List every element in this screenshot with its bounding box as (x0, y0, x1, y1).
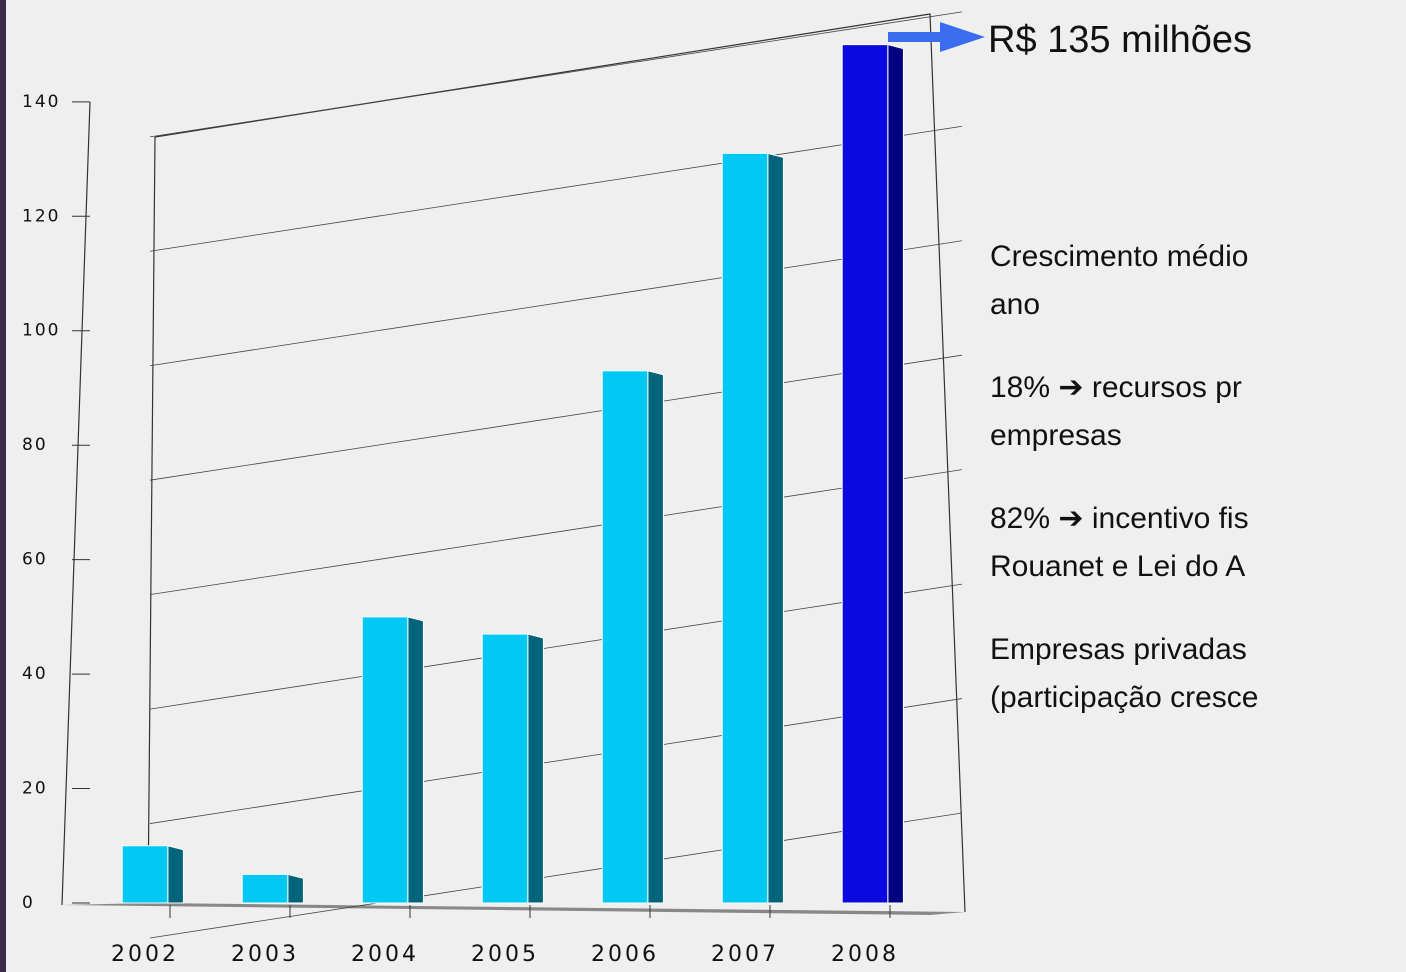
grid-line (149, 240, 963, 367)
y-axis (61, 101, 91, 906)
bar-side (767, 152, 784, 904)
grid-line (149, 354, 963, 481)
y-tick-label: 140 (22, 92, 60, 112)
x-tick-label: 2007 (711, 942, 779, 967)
bar-side (407, 616, 424, 904)
grid-line (149, 698, 963, 824)
y-tick-label: 40 (22, 664, 48, 684)
bar (841, 44, 889, 904)
bar (361, 616, 409, 904)
bar-side (887, 43, 904, 904)
x-tick-label: 2008 (831, 942, 899, 967)
x-tick-label: 2003 (231, 942, 299, 967)
note-line: 18% ➔ recursos pr (990, 371, 1242, 404)
bar-side (287, 873, 304, 904)
annotation: R$ 135 milhões (988, 19, 1252, 61)
grid-line (149, 125, 963, 252)
x-tick-label: 2002 (111, 942, 179, 967)
grid-line (149, 583, 963, 710)
note-line: Rouanet e Lei do A (990, 550, 1245, 583)
x-tick-label: 2005 (471, 942, 539, 967)
x-tick-label: 2006 (591, 942, 659, 967)
bar (121, 845, 169, 904)
x-tick-label: 2004 (351, 942, 419, 967)
y-tick-label: 60 (22, 550, 48, 570)
note-line: (participação cresce (990, 681, 1258, 714)
note-line: 82% ➔ incentivo fis (990, 502, 1249, 535)
grid-line (149, 11, 963, 138)
y-tick-label: 120 (22, 206, 60, 226)
y-tick-label: 80 (22, 435, 48, 455)
slide-edge (0, 0, 6, 972)
bar-side (647, 370, 664, 904)
bar (601, 370, 649, 904)
grid-line (149, 812, 963, 939)
bar (721, 152, 769, 904)
note-line: ano (990, 288, 1040, 321)
bar-side (167, 845, 184, 904)
grid-line (149, 469, 963, 596)
bar (241, 873, 289, 904)
arrow-head (940, 22, 985, 52)
y-tick-label: 100 (22, 321, 60, 341)
y-tick-label: 0 (22, 893, 35, 913)
y-tick-label: 20 (22, 779, 48, 799)
bar (481, 633, 529, 904)
floor (62, 903, 965, 915)
bar-side (527, 633, 544, 904)
note-line: Empresas privadas (990, 633, 1247, 666)
note-line: empresas (990, 419, 1122, 452)
note-line: Crescimento médio (990, 240, 1248, 273)
back-edge (147, 136, 156, 904)
